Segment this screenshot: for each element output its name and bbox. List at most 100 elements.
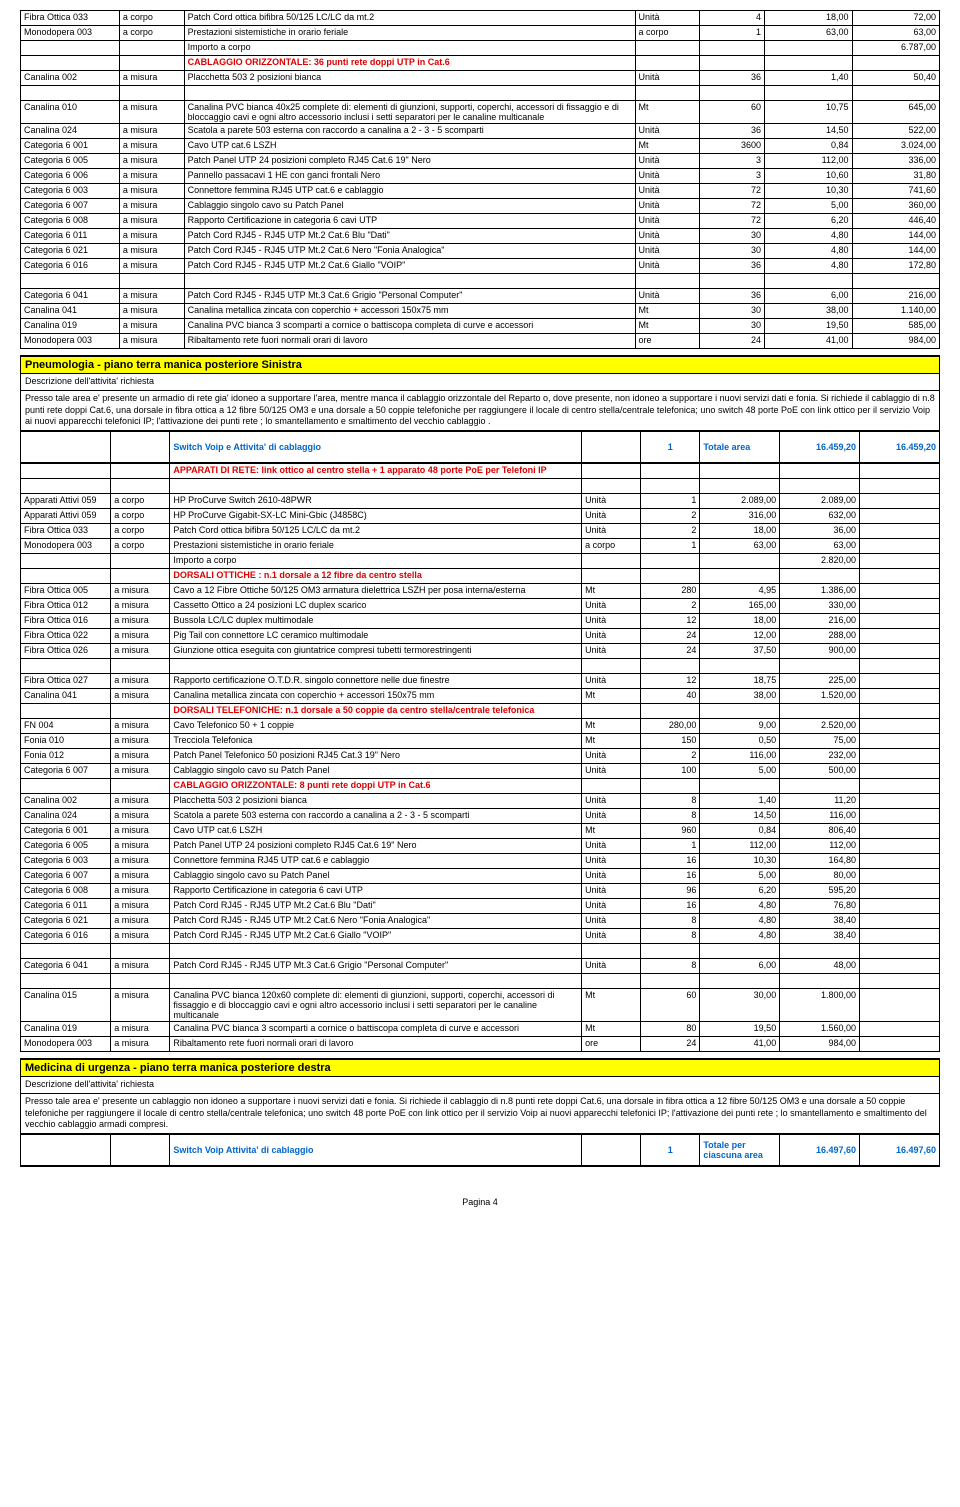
cell: 8 — [641, 809, 700, 824]
cell: 30 — [700, 304, 765, 319]
cell: 595,20 — [780, 884, 860, 899]
cell: 8 — [641, 959, 700, 974]
cell — [780, 479, 860, 494]
cell: Giunzione ottica eseguita con giuntatric… — [170, 644, 582, 659]
total-v1: 16.497,60 — [780, 1135, 860, 1167]
cell: Monodopera 003 — [21, 539, 111, 554]
cell — [780, 569, 860, 584]
cell: 72 — [700, 199, 765, 214]
cell: a misura — [111, 854, 170, 869]
cell: 112,00 — [780, 839, 860, 854]
cell: APPARATI DI RETE: link ottico al centro … — [170, 464, 582, 479]
cell: Connettore femmina RJ45 UTP cat.6 e cabl… — [184, 184, 635, 199]
cell — [21, 479, 111, 494]
cell: Unità — [582, 749, 641, 764]
cell — [860, 524, 940, 539]
cell — [21, 56, 120, 71]
cell: a misura — [111, 989, 170, 1022]
cell — [170, 479, 582, 494]
cell — [780, 779, 860, 794]
cell: Patch Panel UTP 24 posizioni completo RJ… — [170, 839, 582, 854]
cell: Categoria 6 001 — [21, 824, 111, 839]
cell: HP ProCurve Gigabit-SX-LC Mini-Gbic (J48… — [170, 509, 582, 524]
cell: Patch Panel Telefonico 50 posizioni RJ45… — [170, 749, 582, 764]
cell: a misura — [119, 319, 184, 334]
cell — [860, 509, 940, 524]
cell: Scatola a parete 503 esterna con raccord… — [170, 809, 582, 824]
cell: a misura — [111, 614, 170, 629]
cell: Categoria 6 007 — [21, 869, 111, 884]
cell: 100 — [641, 764, 700, 779]
cell: 16 — [641, 899, 700, 914]
cell: 1.800,00 — [780, 989, 860, 1022]
cell: Mt — [635, 101, 700, 124]
cell — [635, 274, 700, 289]
cell: 1 — [641, 494, 700, 509]
cell: Unità — [635, 214, 700, 229]
cell: 18,00 — [765, 11, 852, 26]
cell: Unità — [635, 229, 700, 244]
cell: 4 — [700, 11, 765, 26]
cell — [860, 464, 940, 479]
cell: 6,00 — [700, 959, 780, 974]
cell: 330,00 — [780, 599, 860, 614]
cell: 10,30 — [700, 854, 780, 869]
cell — [582, 479, 641, 494]
cell: Unità — [582, 959, 641, 974]
cell: 5,00 — [700, 764, 780, 779]
cell — [860, 554, 940, 569]
page-number: Pagina 4 — [20, 1197, 940, 1207]
cell — [860, 794, 940, 809]
cell: Unità — [635, 244, 700, 259]
cell: Categoria 6 001 — [21, 139, 120, 154]
cell: Cavo UTP cat.6 LSZH — [170, 824, 582, 839]
cell: 216,00 — [780, 614, 860, 629]
cell: 632,00 — [780, 509, 860, 524]
cell — [860, 854, 940, 869]
cell: Canalina metallica zincata con coperchio… — [170, 689, 582, 704]
cell: 1.140,00 — [852, 304, 939, 319]
cell: Monodopera 003 — [21, 26, 120, 41]
cell: 6,20 — [765, 214, 852, 229]
cell: 984,00 — [852, 334, 939, 349]
cell: Canalina 010 — [21, 101, 120, 124]
cell — [700, 554, 780, 569]
cell: FN 004 — [21, 719, 111, 734]
cell — [700, 779, 780, 794]
cell — [21, 569, 111, 584]
cell — [582, 779, 641, 794]
cell: 4,80 — [700, 914, 780, 929]
cell: Cavo UTP cat.6 LSZH — [184, 139, 635, 154]
cell: a misura — [111, 1037, 170, 1052]
cell: Unità — [582, 674, 641, 689]
cell: Unità — [582, 509, 641, 524]
cell: a misura — [111, 599, 170, 614]
cell: 336,00 — [852, 154, 939, 169]
cell: Pannello passacavi 1 HE con ganci fronta… — [184, 169, 635, 184]
cell: Canalina PVC bianca 120x60 complete di: … — [170, 989, 582, 1022]
cell: a misura — [111, 674, 170, 689]
cell: 1,40 — [765, 71, 852, 86]
cell: 116,00 — [700, 749, 780, 764]
total-v1: 16.459,20 — [780, 432, 860, 463]
cell — [765, 56, 852, 71]
cell: 4,80 — [700, 899, 780, 914]
cell — [119, 41, 184, 56]
cell: 60 — [700, 101, 765, 124]
cell: 30,00 — [700, 989, 780, 1022]
section-1: Pneumologia - piano terra manica posteri… — [20, 355, 940, 431]
cell: Unità — [635, 11, 700, 26]
cell: a misura — [111, 689, 170, 704]
cell: Prestazioni sistemistiche in orario feri… — [184, 26, 635, 41]
cell — [641, 779, 700, 794]
cell: 6,20 — [700, 884, 780, 899]
cell: 3.024,00 — [852, 139, 939, 154]
cell: 60 — [641, 989, 700, 1022]
cell: a misura — [111, 824, 170, 839]
cell: 216,00 — [852, 289, 939, 304]
cell: 63,00 — [700, 539, 780, 554]
cell: Fibra Ottica 016 — [21, 614, 111, 629]
cell: Rapporto Certificazione in categoria 6 c… — [170, 884, 582, 899]
total-qty: 1 — [641, 1135, 700, 1167]
cell — [860, 584, 940, 599]
